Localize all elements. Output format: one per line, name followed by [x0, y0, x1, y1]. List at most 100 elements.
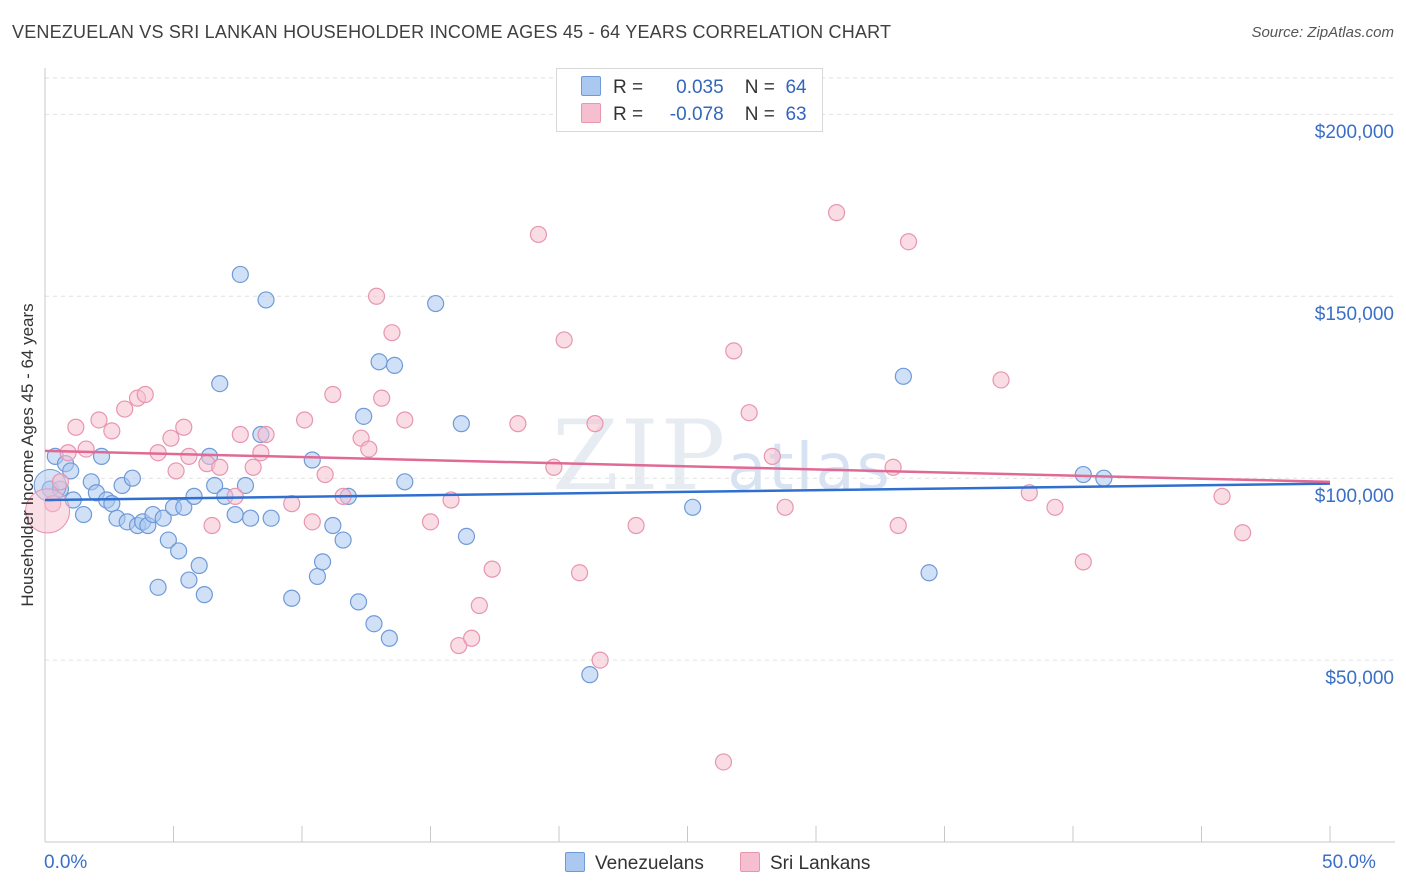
- venezuelan-point: [894, 367, 912, 385]
- venezuelan-point: [242, 509, 260, 527]
- bottom-legend-sri-lankans: Sri Lankans: [740, 852, 870, 875]
- sri-lankan-point: [396, 411, 414, 429]
- venezuelan-point: [324, 516, 342, 535]
- sri-lankan-point: [529, 225, 548, 244]
- venezuelan-point: [396, 473, 414, 491]
- venezuelan-point: [154, 509, 172, 527]
- venezuelan-point: [1095, 469, 1113, 487]
- trend-line-venezuelans: [44, 482, 1331, 502]
- sri-lankan-point: [257, 425, 275, 444]
- legend-swatch-venezuelans: [581, 76, 601, 96]
- sri-lankan-point: [303, 513, 321, 531]
- sri-lankan-point: [776, 498, 794, 516]
- venezuelan-point: [226, 505, 244, 524]
- venezuelan-point: [308, 567, 327, 586]
- sri-lankan-point: [740, 404, 758, 422]
- sri-lankan-point: [244, 458, 262, 476]
- legend-n-label: N =: [744, 77, 775, 98]
- venezuelan-point: [236, 476, 255, 495]
- sri-lankan-point: [586, 415, 604, 433]
- venezuelan-point: [149, 578, 167, 596]
- venezuelan-point: [380, 629, 398, 647]
- sri-lankan-point: [90, 411, 108, 429]
- venezuelan-point: [180, 571, 198, 589]
- venezuelan-point: [159, 531, 177, 549]
- sri-lankan-point: [1046, 498, 1064, 516]
- venezuelan-point: [211, 375, 229, 393]
- venezuelan-point: [334, 531, 352, 549]
- legend-n-label: N =: [744, 104, 775, 125]
- venezuelan-point: [370, 353, 388, 371]
- sri-lankan-point: [77, 440, 95, 458]
- x-tick-label-min: 0.0%: [44, 852, 88, 873]
- sri-lankan-point: [714, 753, 733, 771]
- venezuelan-point: [365, 615, 383, 633]
- sri-lankan-point: [884, 458, 902, 476]
- sri-lankan-point: [116, 400, 134, 418]
- legend-swatch-sri-lankans: [581, 103, 601, 123]
- y-tick-label: $200,000: [1314, 122, 1394, 144]
- sri-lankan-point: [1074, 553, 1092, 571]
- sri-lankan-point: [252, 444, 270, 462]
- venezuelan-point: [170, 542, 188, 560]
- sri-lankan-point: [136, 385, 154, 404]
- sri-lankan-point: [591, 651, 609, 669]
- venezuelan-point: [684, 498, 702, 516]
- sri-lankan-point: [570, 564, 589, 582]
- y-tick-label: $100,000: [1314, 486, 1394, 508]
- sri-lankan-point: [324, 385, 342, 404]
- venezuelan-point: [62, 462, 80, 480]
- series-venezuelans: [33, 265, 1113, 684]
- correlation-legend: R = 0.035 N = 64 R = -0.078 N = 63: [556, 68, 823, 132]
- sri-lankan-point: [162, 429, 180, 447]
- legend-r-label: R =: [613, 104, 644, 125]
- venezuelan-point: [349, 593, 368, 611]
- sri-lankan-point: [421, 513, 440, 531]
- sri-lankan-point: [463, 629, 481, 647]
- venezuelan-point: [581, 666, 599, 684]
- sri-lankan-point: [992, 371, 1010, 389]
- venezuelan-point: [195, 586, 213, 604]
- sri-lankan-point: [899, 233, 918, 251]
- venezuelan-point: [190, 556, 208, 575]
- sri-lankan-point: [373, 389, 391, 407]
- y-tick-label: $150,000: [1314, 304, 1394, 326]
- trend-line-sri-lankans: [44, 449, 1331, 484]
- venezuelan-point: [283, 589, 301, 607]
- venezuelan-point: [123, 469, 141, 487]
- bottom-legend-swatch-venezuelans: [565, 852, 585, 872]
- venezuelan-point: [457, 527, 476, 546]
- sri-lankan-point: [167, 462, 185, 480]
- sri-lankan-point: [545, 458, 563, 476]
- bottom-legend-label-sri-lankans: Sri Lankans: [770, 853, 871, 874]
- venezuelan-point: [92, 447, 111, 465]
- venezuelan-point: [452, 415, 470, 433]
- sri-lankan-point: [827, 204, 846, 222]
- legend-n-value: 64: [785, 77, 807, 98]
- sri-lankan-point: [383, 324, 401, 342]
- sri-lankan-point: [103, 422, 121, 440]
- y-tick-label: $50,000: [1325, 668, 1394, 690]
- sri-lankan-point: [483, 560, 501, 578]
- sri-lankan-point: [627, 516, 645, 535]
- sri-lankan-point: [1213, 487, 1231, 505]
- bottom-legend-label-venezuelans: Venezuelans: [595, 853, 704, 874]
- venezuelan-point: [74, 505, 93, 524]
- sri-lankan-point: [203, 516, 221, 535]
- legend-row-venezuelans: R = 0.035 N = 64: [581, 76, 807, 100]
- axes: [44, 68, 1395, 843]
- legend-n-value: 63: [785, 104, 807, 125]
- sri-lankan-point: [180, 447, 198, 465]
- venezuelan-point: [231, 265, 249, 284]
- legend-r-value: -0.078: [669, 104, 724, 125]
- venezuelan-point: [206, 476, 224, 495]
- sri-lankan-point: [67, 418, 85, 436]
- y-axis-label: Householder Income Ages 45 - 64 years: [18, 303, 37, 607]
- trend-lines: [44, 449, 1331, 502]
- sri-lankan-point: [725, 342, 743, 360]
- source-label: Source: ZipAtlas.com: [1251, 24, 1394, 41]
- venezuelan-point: [257, 291, 275, 309]
- sri-lankan-point: [295, 411, 314, 429]
- sri-lankan-point: [763, 447, 781, 465]
